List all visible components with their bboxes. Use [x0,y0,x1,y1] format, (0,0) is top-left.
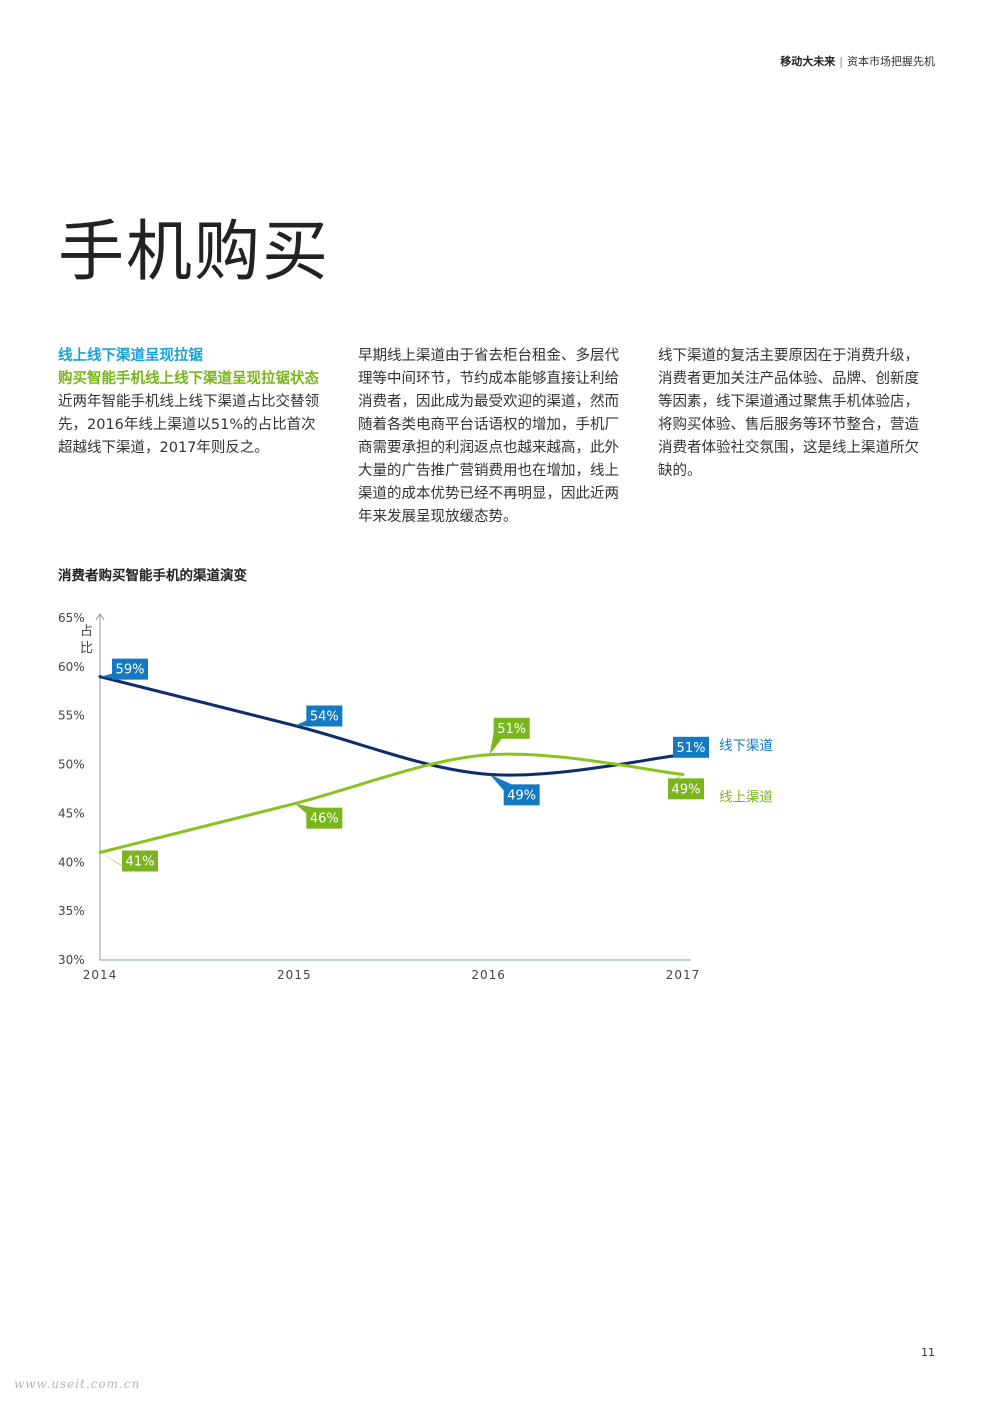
data-label-text: 41% [126,855,155,870]
legend-item-online: 线上渠道 [719,789,773,805]
series-line-online [98,752,685,855]
data-label-box [306,807,343,829]
channel-line-chart: 30% 35% 40% 45% 50% 55% 60% 65%占比 2014 2015 2016 20… [58,611,773,982]
header-subtitle: 资本市场把握先机 [847,55,935,68]
data-label-text: 51% [497,722,526,737]
y-tick-label: 65% [58,611,85,625]
chart-data-labels: 59% 54% 49% 51% 41% 46% 51% 49% [101,658,709,872]
data-label-text: 46% [310,812,339,827]
x-tick-label: 2017 [666,968,701,982]
y-tick-label: 45% [58,806,85,820]
x-tick-label: 2016 [471,968,506,982]
data-label-box [122,850,158,872]
column-body-3: 线下渠道的复活主要原因在于消费升级，消费者更加关注产品体验、品牌、创新度等因素，… [658,348,919,479]
series-line-offline [98,675,685,777]
data-label-box [112,658,148,680]
chart-lines [98,675,685,855]
data-label-box [306,705,343,727]
watermark: www.useit.com.cn [14,1377,141,1391]
y-tick-label: 30% [58,953,85,967]
column-heading-primary: 线上线下渠道呈现拉锯 [58,348,203,364]
page-title: 手机购买 [58,213,330,290]
y-tick-label: 35% [58,904,85,918]
y-tick-label: 40% [58,855,85,869]
y-axis-title: 占比 [80,624,93,656]
intro-column-2: 早期线上渠道由于省去柜台租金、多层代理等中间环节，节约成本能够直接让利给消费者，… [358,345,633,529]
intro-column-1: 线上线下渠道呈现拉锯 购买智能手机线上线下渠道呈现拉锯状态 近两年智能手机线上线… [58,345,326,460]
page-number: 11 [921,1346,935,1359]
data-label-box [673,736,709,758]
y-tick-label: 55% [58,709,85,723]
column-body-2: 早期线上渠道由于省去柜台租金、多层代理等中间环节，节约成本能够直接让利给消费者，… [358,348,619,525]
legend-item-offline: 线下渠道 [719,738,773,754]
header-section: 移动大未来 [780,55,836,68]
column-heading-secondary: 购买智能手机线上线下渠道呈现拉锯状态 [58,371,319,387]
y-axis-arrow [95,613,105,621]
data-label-text: 51% [677,741,706,756]
chart-title: 消费者购买智能手机的渠道演变 [58,568,247,584]
column-body-1: 近两年智能手机线上线下渠道占比交替领先，2016年线上渠道以51%的占比首次超越… [58,394,319,456]
header-separator: | [839,55,843,68]
data-label-text: 49% [672,782,701,797]
data-label-box [503,784,540,806]
intro-column-3: 线下渠道的复活主要原因在于消费升级，消费者更加关注产品体验、品牌、创新度等因素，… [658,345,933,483]
x-tick-label: 2014 [83,968,118,982]
data-label-text: 59% [116,663,145,678]
page-header: 移动大未来 | 资本市场把握先机 [780,53,935,69]
data-label-text: 49% [507,788,536,803]
chart-axes: 30% 35% 40% 45% 50% 55% 60% 65%占比 2014 2015 2016 20… [58,611,701,982]
data-label-box [668,778,704,800]
y-tick-label: 60% [58,660,85,674]
y-tick-label: 50% [58,758,85,772]
data-label-box [493,717,530,739]
x-tick-label: 2015 [277,968,312,982]
data-label-text: 54% [310,709,339,724]
